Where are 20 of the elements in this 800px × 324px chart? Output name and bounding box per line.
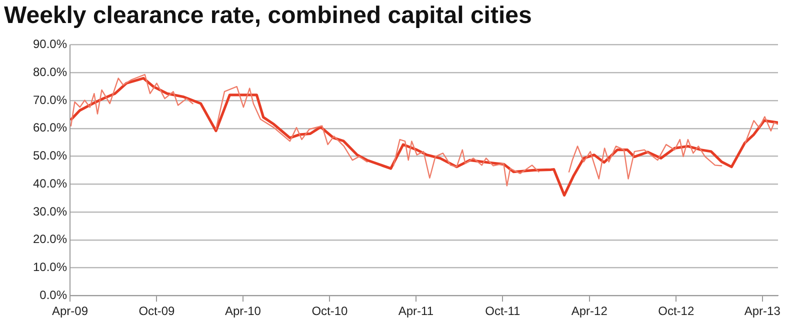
y-tick-label: 30.0%	[32, 204, 68, 218]
y-tick-label: 20.0%	[32, 232, 68, 246]
x-tick-label: Apr-11	[398, 304, 434, 318]
y-tick-label: 60.0%	[32, 120, 68, 135]
y-tick-label: 50.0%	[32, 148, 68, 163]
x-tick-label: Oct-10	[312, 304, 348, 318]
y-tick-label: 0.0%	[40, 288, 68, 302]
x-tick-label: Oct-09	[138, 304, 176, 318]
x-tick-label: Oct-12	[658, 304, 694, 318]
x-tick-label: Apr-10	[224, 304, 262, 318]
chart-title: Weekly clearance rate, combined capital cities	[4, 2, 532, 30]
y-tick-label: 10.0%	[32, 260, 68, 274]
x-tick-label: Apr-09	[52, 304, 88, 318]
y-tick-label: 80.0%	[32, 64, 68, 79]
x-tick-label: Oct-11	[485, 304, 521, 318]
y-tick-label: 70.0%	[32, 92, 68, 107]
x-tick-label: Apr-12	[571, 304, 608, 318]
x-tick-label: Apr-13	[744, 304, 781, 318]
y-tick-label: 40.0%	[32, 176, 68, 190]
y-tick-label: 90.0%	[32, 37, 68, 52]
